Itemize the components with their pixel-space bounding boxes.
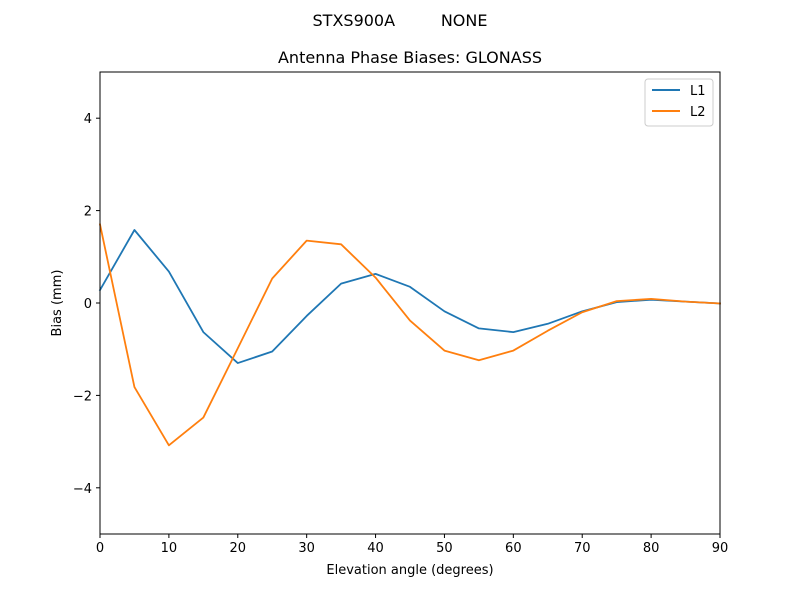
legend: L1 L2 bbox=[644, 78, 714, 127]
series-layer bbox=[98, 223, 721, 447]
x-axis-ticks: 0 10 20 30 40 50 60 70 80 90 bbox=[96, 534, 728, 556]
x-tick-label: 30 bbox=[298, 541, 315, 556]
y-tick-label: −2 bbox=[73, 389, 92, 404]
legend-label-l1: L1 bbox=[690, 84, 706, 99]
x-tick-label: 70 bbox=[574, 541, 591, 556]
y-tick-label: 4 bbox=[84, 112, 92, 127]
y-axis-label: Bias (mm) bbox=[50, 270, 65, 337]
x-tick-label: 50 bbox=[436, 541, 453, 556]
x-tick-label: 10 bbox=[161, 541, 178, 556]
x-tick-label: 60 bbox=[505, 541, 522, 556]
figure-suptitle: STXS900A NONE bbox=[313, 11, 488, 30]
x-axis-label: Elevation angle (degrees) bbox=[326, 563, 493, 578]
x-tick-label: 90 bbox=[712, 541, 729, 556]
x-tick-label: 0 bbox=[96, 541, 104, 556]
x-tick-label: 40 bbox=[367, 541, 384, 556]
series-line-l2 bbox=[98, 223, 721, 447]
chart-title: Antenna Phase Biases: GLONASS bbox=[278, 48, 542, 67]
y-tick-label: 0 bbox=[84, 297, 92, 312]
x-tick-label: 20 bbox=[230, 541, 247, 556]
x-tick-label: 80 bbox=[643, 541, 660, 556]
legend-label-l2: L2 bbox=[690, 105, 706, 120]
y-axis-ticks: −4 −2 0 2 4 bbox=[73, 112, 100, 497]
y-tick-label: 2 bbox=[84, 205, 92, 220]
y-tick-label: −4 bbox=[73, 482, 92, 497]
